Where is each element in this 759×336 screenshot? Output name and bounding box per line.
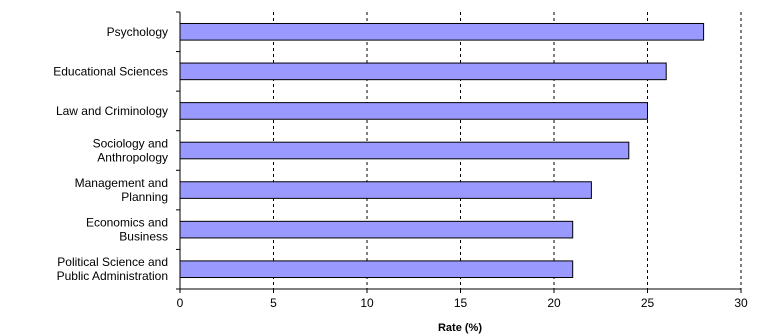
- bar-5: [179, 220, 574, 239]
- x-tick-label-0: 0: [177, 296, 184, 310]
- tick-labels: 0 5 10 15 20 25 30: [177, 296, 748, 310]
- bar-4: [179, 181, 592, 199]
- x-tick-label-10: 10: [360, 296, 374, 310]
- bar-6: [179, 260, 574, 279]
- bars: [179, 22, 705, 279]
- x-tick-label-20: 20: [547, 296, 561, 310]
- bar-1: [179, 62, 667, 81]
- x-tick-label-30: 30: [734, 296, 748, 310]
- category-label-6: Political Science and Public Administrati…: [57, 255, 168, 283]
- x-axis-title: Rate (%): [438, 322, 482, 334]
- category-label-3: Sociology and Anthropology: [93, 137, 168, 165]
- x-tick-label-5: 5: [270, 296, 277, 310]
- x-tick-label-25: 25: [641, 296, 655, 310]
- bar-2: [179, 102, 648, 120]
- bar-0: [179, 22, 705, 41]
- category-label-5: Economics and Business: [86, 216, 168, 244]
- category-labels: Psychology Educational Sciences Law and Cr…: [53, 25, 168, 283]
- category-label-1: Educational Sciences: [53, 64, 168, 78]
- category-label-4: Management and Planning: [75, 176, 168, 204]
- axes: [176, 11, 742, 293]
- bar-3: [179, 141, 630, 160]
- category-label-0: Psychology: [107, 25, 168, 39]
- category-label-2: Law and Criminology: [56, 104, 168, 118]
- x-tick-label-15: 15: [454, 296, 468, 310]
